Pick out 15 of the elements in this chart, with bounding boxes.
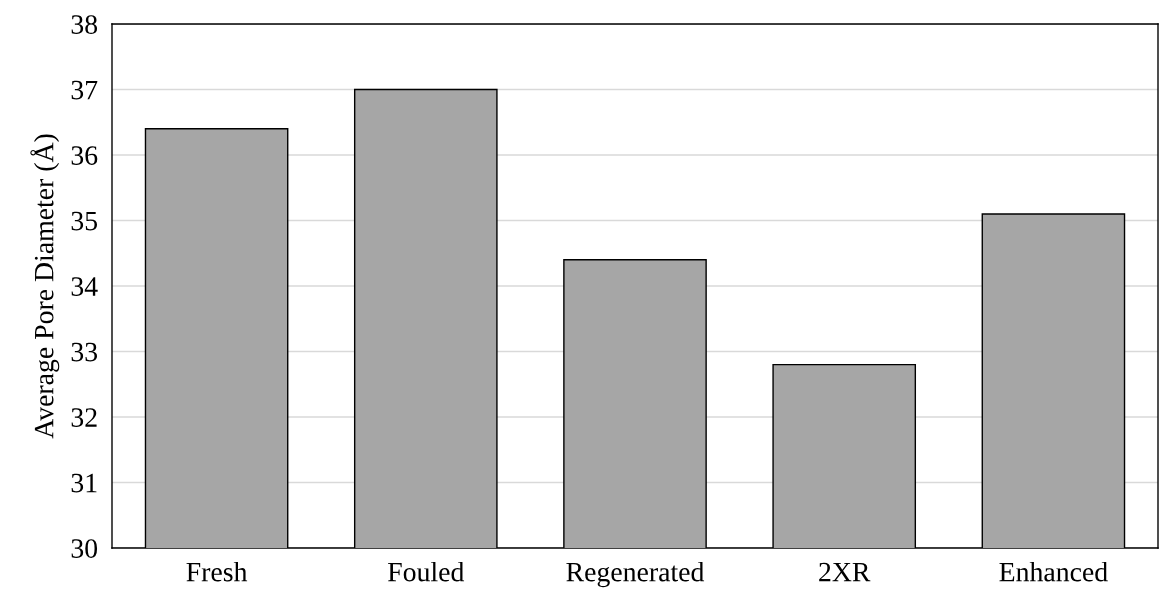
x-tick-label: 2XR <box>819 562 871 582</box>
x-tick-label: Regenerated <box>566 561 705 588</box>
y-tick-label: 31 <box>71 473 97 493</box>
y-tick-label: 36 <box>71 146 98 165</box>
y-tick-label: 38 <box>71 15 98 34</box>
x-tick-label: Enhanced <box>999 561 1108 582</box>
y-tick-label: 30 <box>71 539 98 558</box>
y-tick-label: 37 <box>71 80 98 100</box>
y-tick-label: 33 <box>71 342 98 362</box>
x-tick-label: Fouled <box>388 561 465 582</box>
y-tick-label: 34 <box>71 277 98 296</box>
y-tick-label: 32 <box>71 408 97 427</box>
y-axis-title: Average Pore Diameter (Å) <box>30 134 60 439</box>
y-tick-label: 35 <box>71 211 98 231</box>
x-tick-label: Fresh <box>186 561 248 582</box>
